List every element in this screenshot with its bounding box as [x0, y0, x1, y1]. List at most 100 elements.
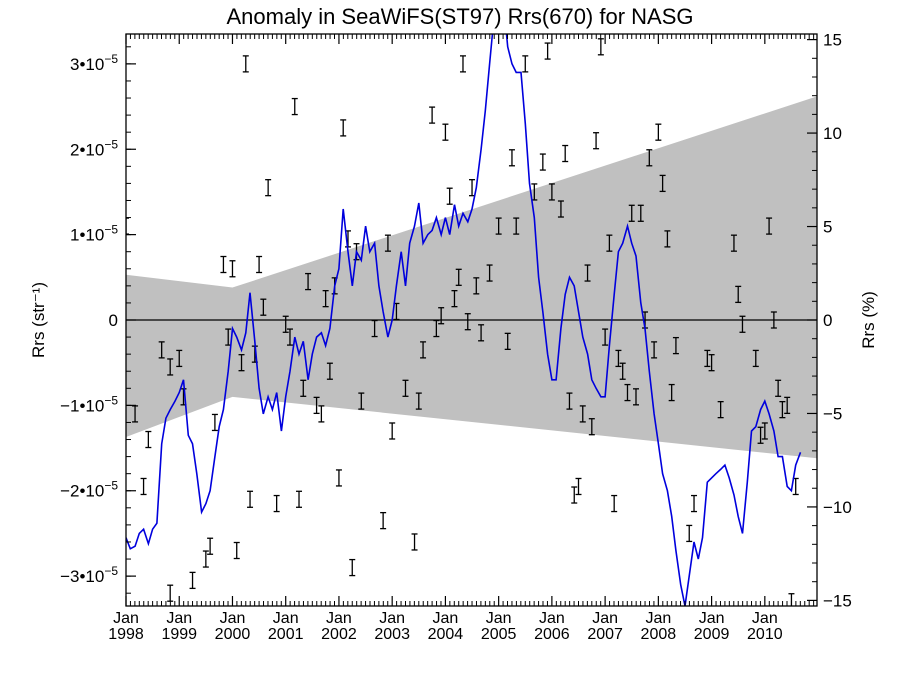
errorbar-point — [433, 319, 440, 338]
x-tick-label-month: Jan — [166, 610, 192, 627]
errorbar-point — [380, 511, 387, 530]
x-tick-label-month: Jan — [539, 610, 565, 627]
errorbar-point — [668, 383, 675, 402]
errorbar-point — [326, 362, 333, 380]
x-tick-label-month: Jan — [645, 610, 671, 627]
errorbar-point — [672, 336, 679, 355]
errorbar-point — [562, 144, 569, 163]
errorbar-point — [717, 400, 724, 419]
y-right-tick-label: 15 — [823, 31, 842, 50]
errorbar-point — [557, 200, 564, 218]
errorbar-point — [256, 255, 263, 274]
errorbar-point — [282, 315, 289, 333]
errorbar-point — [459, 55, 466, 73]
x-tick-label-month: Jan — [699, 610, 725, 627]
y-left-tick-label: −2•10−5 — [60, 479, 118, 501]
errorbar-point — [415, 392, 422, 410]
x-tick-label-year: 2008 — [641, 626, 677, 643]
y-left-tick-label: 2•10−5 — [70, 137, 118, 159]
errorbar-point — [229, 260, 236, 278]
errorbar-point — [659, 174, 666, 193]
errorbar-point — [504, 332, 511, 350]
errorbar-point — [757, 426, 764, 444]
errorbar-point — [637, 204, 644, 222]
x-tick-label-year: 2000 — [215, 626, 251, 643]
x-tick-label-year: 2007 — [587, 626, 623, 643]
errorbar-point — [611, 494, 618, 513]
errorbar-point — [451, 290, 458, 308]
errorbar-point — [260, 298, 267, 316]
y-left-tick-exponent: −5 — [104, 564, 118, 578]
x-tick-label-year: 2004 — [428, 626, 464, 643]
errorbar-point — [575, 477, 582, 496]
errorbar-point — [411, 533, 418, 551]
errorbar-point — [389, 422, 396, 440]
errorbar-point — [522, 55, 529, 73]
errorbar-point — [766, 217, 773, 235]
x-tick-label-year: 2010 — [747, 626, 783, 643]
errorbar-point — [597, 38, 604, 56]
y-right-tick-label: −5 — [823, 404, 842, 423]
uncertainty-band — [126, 96, 817, 459]
errorbar-point — [464, 313, 471, 331]
errorbar-point — [145, 430, 152, 449]
errorbar-point — [469, 179, 476, 197]
y-right-tick-label: 5 — [823, 218, 832, 237]
errorbar-point — [300, 379, 307, 397]
errorbar-point — [335, 469, 342, 487]
errorbar-point — [340, 119, 347, 137]
errorbar-point — [686, 524, 693, 543]
x-tick-label-month: Jan — [220, 610, 246, 627]
errorbar-point — [588, 418, 595, 436]
x-tick-label-month: Jan — [486, 610, 512, 627]
errorbar-point — [420, 341, 427, 359]
errorbar-point — [473, 277, 480, 295]
x-tick-label-year: 2001 — [268, 626, 304, 643]
errorbar-point — [358, 392, 365, 410]
errorbar-point — [539, 153, 546, 171]
errorbar-point — [739, 315, 746, 333]
errorbar-point — [664, 230, 671, 248]
chart-title: Anomaly in SeaWiFS(ST97) Rrs(670) for NA… — [226, 4, 693, 29]
errorbar-point — [371, 319, 378, 338]
errorbar-point — [189, 571, 196, 590]
errorbar-point — [486, 264, 493, 282]
y-left-tick-exponent: −5 — [104, 479, 118, 493]
errorbar-point — [584, 264, 591, 282]
y-right-tick-label: −10 — [823, 498, 852, 517]
uncertainty-band-layer — [126, 96, 817, 459]
errorbar-point — [242, 55, 249, 73]
errorbar-point — [566, 392, 573, 410]
errorbar-point — [349, 558, 356, 577]
x-tick-label-month: Jan — [752, 610, 778, 627]
y-left-tick-label: −1•10−5 — [60, 393, 118, 415]
errorbar-point — [167, 584, 174, 602]
errorbar-layer — [126, 38, 799, 606]
errorbar-point — [478, 324, 485, 342]
anomaly-line-series — [126, 34, 802, 606]
errorbar-point — [655, 123, 662, 141]
y-right-tick-label: 0 — [823, 311, 832, 330]
y-left-tick-exponent: −5 — [104, 52, 118, 66]
errorbar-point — [624, 383, 631, 402]
errorbar-point — [784, 396, 791, 415]
errorbar-point — [402, 379, 409, 397]
errorbar-point — [708, 354, 715, 372]
errorbar-point — [619, 362, 626, 380]
y-right-tick-label: 10 — [823, 124, 842, 143]
x-tick-label-month: Jan — [326, 610, 352, 627]
x-tick-label-month: Jan — [273, 610, 299, 627]
errorbar-point — [691, 494, 698, 513]
x-tick-label-month: Jan — [113, 610, 139, 627]
errorbar-point — [233, 541, 240, 560]
errorbar-point — [291, 97, 298, 116]
errorbar-point — [265, 179, 272, 197]
errorbar-point — [779, 400, 786, 419]
y-left-tick-exponent: −5 — [104, 223, 118, 237]
errorbar-point — [593, 132, 600, 150]
errorbar-point — [220, 255, 227, 274]
y-axis-label-right: Rrs (%) — [859, 291, 878, 349]
x-tick-label-month: Jan — [379, 610, 405, 627]
